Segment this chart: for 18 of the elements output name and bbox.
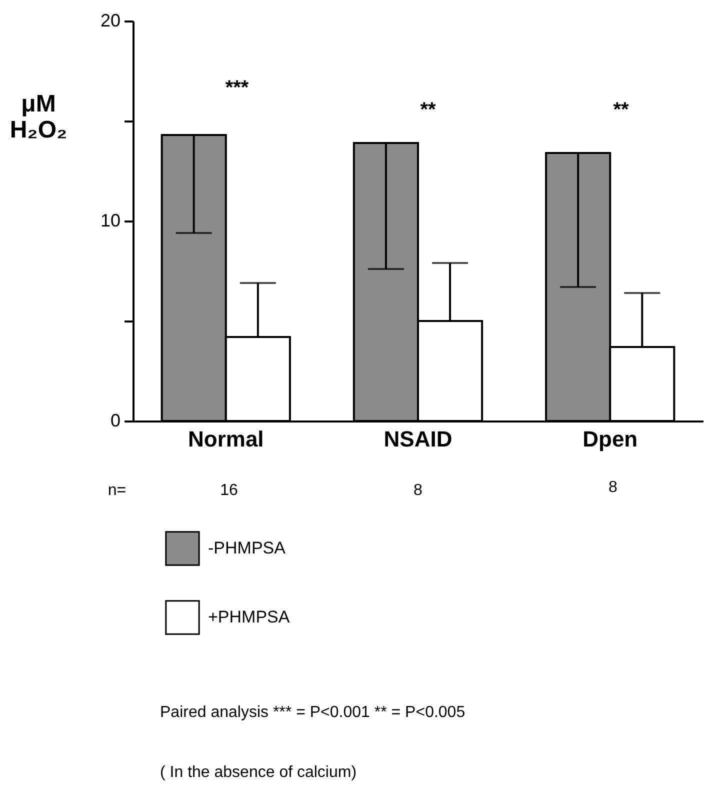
text: 8 <box>414 482 423 499</box>
y-tick-label: 10 <box>100 210 120 230</box>
x-tick-label: NSAID <box>384 426 452 452</box>
y-axis-title: μM H₂O₂ <box>10 90 68 144</box>
text: 16 <box>220 482 238 499</box>
annotation: *** <box>225 77 249 99</box>
annotation: ** <box>613 99 629 121</box>
text: Paired analysis *** = P<0.001 ** = P<0.005 <box>160 704 466 721</box>
text: 8 <box>608 479 618 496</box>
text: n= <box>108 482 126 499</box>
text: ( In the absence of calcium) <box>160 764 357 781</box>
annotation: ** <box>420 99 436 121</box>
x-tick-label: Dpen <box>582 426 638 452</box>
legend-label: -PHMPSA <box>208 538 286 558</box>
y-tick-label: 20 <box>100 10 120 30</box>
legend-label: +PHMPSA <box>208 608 290 626</box>
x-tick-label: Normal <box>188 426 264 452</box>
y-tick-label: 0 <box>110 410 120 430</box>
